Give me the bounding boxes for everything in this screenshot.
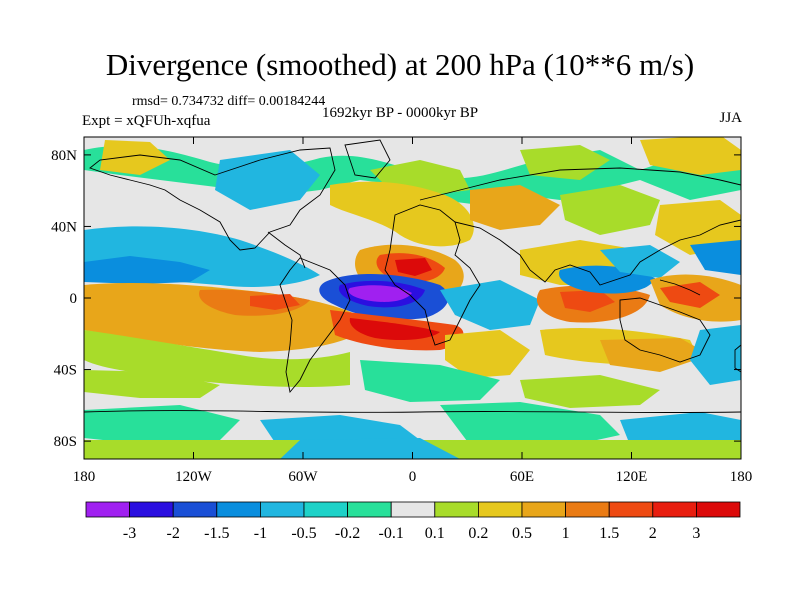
colorbar-swatch — [696, 501, 741, 518]
field-region — [690, 240, 741, 275]
rmsd-diff-stats: rmsd= 0.734732 diff= 0.00184244 — [132, 94, 326, 109]
lon-label: 120W — [175, 469, 213, 485]
latitude-labels: 80N 40N 0 40S 80S — [51, 148, 77, 450]
field-region — [560, 290, 615, 312]
season-label: JJA — [719, 110, 742, 126]
coastlines — [84, 139, 741, 414]
colorbar-label: -0.5 — [291, 525, 316, 542]
colorbar-swatch — [172, 501, 218, 518]
field-region — [215, 150, 320, 210]
colorbar-label: -3 — [123, 525, 136, 542]
colorbar-label: 1 — [562, 525, 570, 542]
colorbar-label: 2 — [649, 525, 657, 542]
field-region — [560, 185, 660, 235]
lat-label: 80N — [51, 148, 77, 164]
axis-ticks — [83, 137, 742, 459]
field-region — [330, 181, 474, 247]
colorbar-label: 0.5 — [512, 525, 532, 542]
lon-label: 120E — [616, 469, 648, 485]
colorbar-label: 0.2 — [468, 525, 488, 542]
colorbar-swatch — [259, 501, 305, 518]
lat-label: 0 — [70, 291, 78, 307]
plot-title: Divergence (smoothed) at 200 hPa (10**6 … — [105, 47, 695, 82]
lon-label: 60E — [510, 469, 534, 485]
colorbar-swatch — [347, 501, 392, 518]
colorbar-swatch — [129, 501, 174, 518]
field-region — [280, 438, 460, 459]
field-region — [600, 338, 710, 372]
field-region — [520, 145, 610, 180]
colorbar-label: 3 — [692, 525, 700, 542]
field-region — [520, 375, 660, 408]
field-region — [690, 325, 741, 385]
colorbar-swatch — [521, 501, 566, 518]
field-region — [440, 402, 620, 448]
colorbar-swatch — [565, 501, 610, 518]
lat-label: 80S — [54, 434, 77, 450]
colorbar: -3 -2 -1.5 -1 -0.5 -0.2 -0.1 0.1 0.2 0.5 1 1.5 2 3 — [85, 501, 741, 542]
field-region — [660, 282, 720, 308]
field-region — [84, 405, 240, 445]
experiment-label: Expt = xQFUh-xqfua — [82, 113, 211, 129]
field-region — [440, 280, 540, 330]
lon-label: 180 — [730, 469, 753, 485]
colorbar-swatch — [608, 501, 654, 518]
colorbar-swatch — [652, 501, 697, 518]
colorbar-swatch — [303, 501, 348, 518]
field-region — [395, 258, 432, 276]
colorbar-label: -2 — [167, 525, 180, 542]
colorbar-label: -0.2 — [335, 525, 360, 542]
colorbar-swatch — [85, 501, 130, 518]
colorbar-swatch — [216, 501, 261, 518]
field-region — [349, 318, 440, 340]
field-region — [84, 256, 210, 284]
period-label: 1692kyr BP - 0000kyr BP — [322, 105, 479, 121]
field-region — [640, 137, 741, 175]
field-region — [84, 370, 220, 398]
colorbar-label: 1.5 — [599, 525, 619, 542]
colorbar-swatch — [434, 501, 479, 518]
colorbar-swatch — [390, 501, 436, 518]
field-region — [100, 140, 170, 175]
field-region — [360, 360, 500, 402]
field-region — [348, 285, 412, 302]
lon-label: 180 — [73, 469, 96, 485]
colorbar-label: 0.1 — [425, 525, 445, 542]
colorbar-swatch — [477, 501, 523, 518]
colorbar-label: -1.5 — [204, 525, 229, 542]
colorbar-label: -0.1 — [379, 525, 404, 542]
lat-label: 40S — [54, 363, 77, 379]
divergence-field — [84, 137, 741, 459]
lat-label: 40N — [51, 219, 77, 235]
longitude-labels: 180 120W 60W 0 60E 120E 180 — [73, 469, 753, 485]
field-region — [445, 330, 530, 378]
lon-label: 0 — [409, 469, 417, 485]
colorbar-label: -1 — [254, 525, 267, 542]
field-region — [470, 185, 560, 230]
lon-label: 60W — [288, 469, 318, 485]
